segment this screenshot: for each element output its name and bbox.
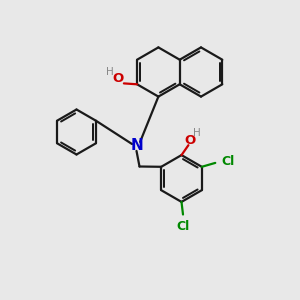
Text: O: O <box>184 134 196 147</box>
Text: Cl: Cl <box>176 220 190 233</box>
Text: O: O <box>112 72 124 86</box>
Text: H: H <box>106 67 114 77</box>
Text: N: N <box>130 138 143 153</box>
Text: Cl: Cl <box>221 155 235 168</box>
Text: H: H <box>193 128 200 138</box>
